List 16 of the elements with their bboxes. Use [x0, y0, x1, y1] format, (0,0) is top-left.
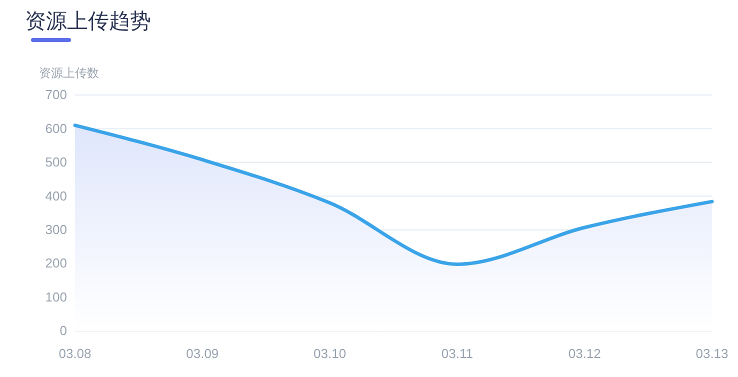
y-tick-label: 200: [45, 256, 67, 271]
x-tick-label: 03.10: [314, 346, 346, 362]
chart-title: 资源上传趋势: [25, 9, 151, 33]
y-tick-label: 0: [60, 323, 67, 338]
x-tick-label: 03.13: [696, 346, 728, 362]
y-tick-label: 600: [45, 120, 67, 136]
y-axis-title: 资源上传数: [39, 66, 99, 80]
x-tick-label: 03.11: [441, 346, 473, 362]
x-tick-label: 03.12: [568, 346, 601, 362]
y-tick-label: 500: [45, 154, 67, 170]
x-tick-label: 03.09: [186, 346, 219, 362]
y-tick-label: 700: [45, 87, 67, 102]
y-tick-label: 100: [45, 289, 67, 304]
x-tick-label: 03.08: [58, 346, 92, 362]
y-tick-label: 300: [45, 222, 67, 238]
y-tick-label: 400: [45, 188, 67, 204]
